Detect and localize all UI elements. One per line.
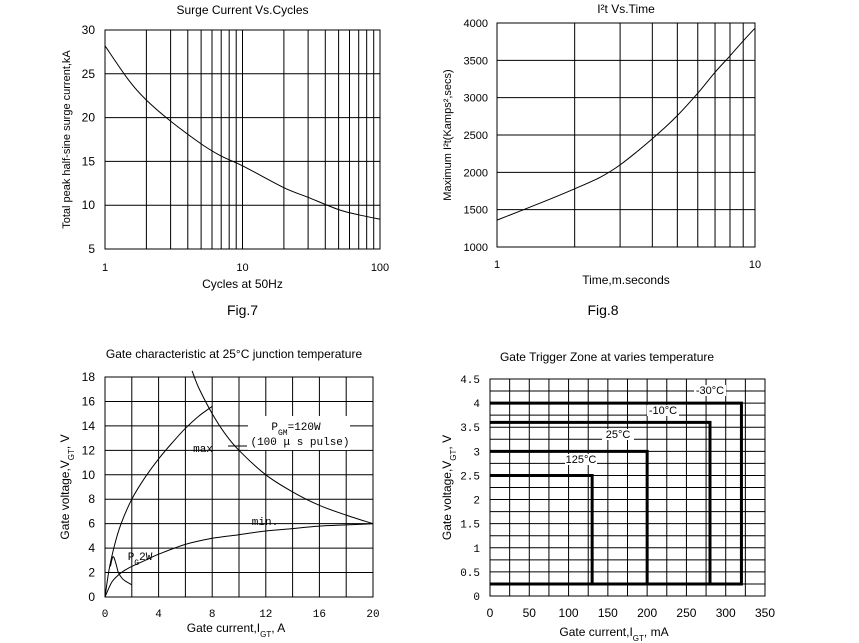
- y-tick-label: 14: [82, 419, 96, 433]
- series-surge-curve: [104, 45, 381, 220]
- y-tick-label: 10: [82, 198, 96, 212]
- chart-title: Gate Trigger Zone at varies temperature: [500, 350, 714, 364]
- x-tick-label: 12: [259, 609, 272, 621]
- y-tick-label: 16: [82, 394, 96, 408]
- y-tick-label: 3: [473, 447, 480, 459]
- chart-surge-current: 5 10 15 20 25 30 1 10 100 Surge Current Vs.Cycles…: [61, 3, 389, 318]
- y-tick-label: 2.5: [460, 471, 480, 483]
- x-axis-label: Gate current,IGT, A: [187, 621, 286, 639]
- x-tick-label: 1: [494, 259, 500, 271]
- x-tick-label: 350: [755, 606, 775, 620]
- y-tick-label: 25: [82, 67, 96, 81]
- x-tick-label: 0: [487, 606, 494, 620]
- series-max: [104, 405, 213, 598]
- series-p-gm-120w: [191, 370, 374, 525]
- y-tick-label: 4000: [464, 18, 488, 30]
- y-tick-label: 1500: [464, 205, 488, 217]
- chart-title: I²t Vs.Time: [597, 2, 655, 16]
- x-tick-label: 100: [371, 262, 389, 274]
- y-tick-label: 3000: [464, 93, 488, 105]
- x-tick-label: 0: [102, 609, 109, 621]
- y-axis-label: Gate voltage,VGT, V: [58, 434, 76, 539]
- chart-gate-characteristic: 0 2 4 6 8 10 12 14 16 18 0 4 8 12 16 20 Gate characteris…: [58, 347, 380, 639]
- zone-label: -30°C: [696, 385, 724, 397]
- x-tick-label: 150: [598, 606, 618, 620]
- plot-frame: [104, 29, 381, 250]
- annotation-background: [248, 416, 350, 450]
- y-tick-label: 5: [88, 242, 95, 256]
- series-p-g2w: [109, 556, 133, 586]
- chart-i2t: 1000 1500 2000 2500 3000 3500 4000 1 10 I²t Vs.Ti…: [442, 2, 761, 318]
- series-min-: [104, 523, 374, 598]
- figure-caption: Fig.7: [227, 302, 258, 318]
- y-tick-label: 2: [473, 496, 480, 508]
- y-tick-label: 3.5: [460, 423, 480, 435]
- annotation-min: min.: [252, 517, 278, 529]
- x-axis-label: Time,m.seconds: [582, 273, 670, 287]
- y-tick-label: 20: [82, 111, 96, 125]
- y-tick-label: 2500: [464, 130, 488, 142]
- x-tick-label: 4: [155, 609, 162, 621]
- x-tick-label: 1: [102, 262, 108, 274]
- x-tick-label: 8: [209, 609, 216, 621]
- x-tick-label: 16: [313, 609, 326, 621]
- y-tick-label: 18: [82, 370, 96, 384]
- plot-frame: [489, 378, 766, 597]
- trigger-zone-3: [490, 473, 594, 586]
- y-tick-label: 15: [82, 154, 96, 168]
- annotation-pulse: (100 μ s pulse): [250, 437, 349, 449]
- y-tick-label: 30: [82, 23, 96, 37]
- y-tick-label: 4.5: [460, 375, 480, 387]
- y-tick-label: 2000: [464, 167, 488, 179]
- y-axis-label: Gate voltage,VGT, V: [440, 435, 458, 540]
- y-tick-label: 12: [82, 443, 96, 457]
- y-tick-label: 0: [473, 592, 480, 604]
- zone-label: -10°C: [649, 405, 677, 417]
- y-tick-label: 3500: [464, 55, 488, 67]
- chart-title: Gate characteristic at 25°C junction tem…: [106, 347, 363, 361]
- y-tick-label: 4: [473, 399, 480, 411]
- plot-frame: [496, 22, 756, 248]
- annotation-pg: PG2W: [128, 552, 153, 568]
- zone-label-background: [694, 385, 726, 396]
- y-tick-label: 4: [88, 541, 95, 555]
- series-i2t-curve: [496, 27, 756, 221]
- x-tick-label: 20: [366, 609, 379, 621]
- y-tick-label: 1000: [464, 242, 488, 254]
- x-tick-label: 200: [637, 606, 657, 620]
- zone-label-background: [647, 405, 679, 416]
- y-tick-label: 1: [473, 544, 480, 556]
- x-tick-label: 10: [749, 259, 761, 271]
- y-axis-label: Maximum I²t(Kamps²,secs): [442, 69, 454, 200]
- chart-gate-trigger-zone: 0 0.5 1 1.5 2 2.5 3 3.5 4 4.5 0 50 100 150 200 250 300 35…: [440, 350, 775, 643]
- x-axis-label: Cycles at 50Hz: [202, 277, 283, 291]
- plot-frame: [104, 376, 374, 598]
- y-tick-label: 8: [88, 492, 95, 506]
- y-tick-label: 1.5: [460, 520, 480, 532]
- x-tick-label: 50: [523, 606, 537, 620]
- figure-caption: Fig.8: [587, 302, 618, 318]
- annotation-max: max: [193, 444, 213, 456]
- zone-label-background: [602, 429, 634, 440]
- y-tick-label: 10: [82, 468, 96, 482]
- y-tick-label: 0: [88, 590, 95, 604]
- zone-label: 125°C: [566, 454, 597, 466]
- x-axis-label: Gate current,IGT, mA: [559, 625, 668, 643]
- zone-label-background: [565, 454, 597, 465]
- x-tick-label: 10: [236, 262, 248, 274]
- annotation-pgm: PGM=120W: [271, 422, 321, 438]
- y-tick-label: 0.5: [460, 568, 480, 580]
- zone-label: 25°C: [606, 429, 631, 441]
- chart-title: Surge Current Vs.Cycles: [176, 3, 308, 17]
- y-tick-label: 2: [88, 566, 95, 580]
- x-tick-label: 300: [716, 606, 736, 620]
- y-tick-label: 6: [88, 517, 95, 531]
- x-tick-label: 250: [676, 606, 696, 620]
- x-tick-label: 100: [559, 606, 579, 620]
- y-axis-label: Total peak half-sine surge current,kA: [61, 50, 73, 229]
